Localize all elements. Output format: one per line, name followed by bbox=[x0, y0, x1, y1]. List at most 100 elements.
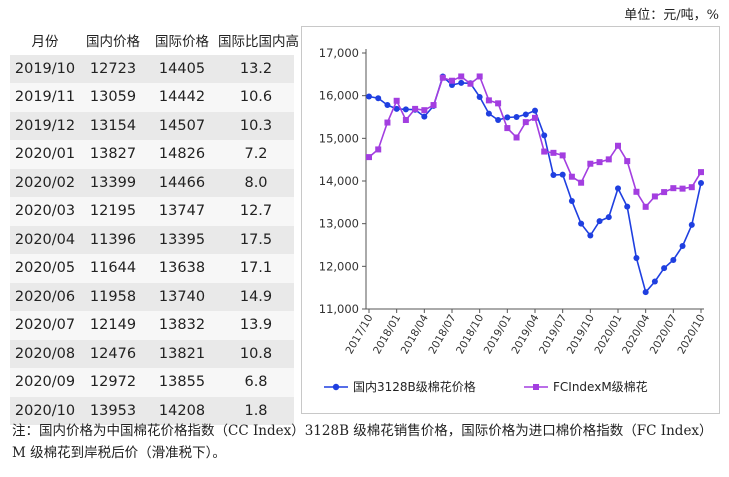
cell-domestic-price: 11396 bbox=[80, 225, 146, 254]
data-point bbox=[532, 114, 538, 121]
data-point bbox=[568, 198, 575, 205]
table-row: 2020/04 11396 13395 17.5 bbox=[10, 225, 294, 254]
cell-month: 2020/02 bbox=[10, 168, 80, 197]
cell-international-price: 14826 bbox=[146, 140, 218, 169]
data-point bbox=[624, 158, 631, 165]
y-tick-label: 14,000 bbox=[319, 174, 359, 188]
cell-month: 2020/05 bbox=[10, 254, 80, 283]
data-point bbox=[568, 173, 575, 180]
cell-gap-pct: 6.8 bbox=[218, 368, 294, 397]
data-point bbox=[679, 243, 686, 250]
y-tick-label: 15,000 bbox=[319, 131, 359, 145]
cell-gap-pct: 10.6 bbox=[218, 83, 294, 112]
cell-domestic-price: 13827 bbox=[80, 140, 146, 169]
data-point bbox=[605, 156, 612, 163]
data-point bbox=[393, 97, 400, 104]
data-point bbox=[402, 116, 409, 123]
data-point bbox=[430, 102, 437, 109]
y-tick-label: 11,000 bbox=[319, 302, 359, 316]
data-point bbox=[366, 93, 372, 100]
cell-domestic-price: 12195 bbox=[80, 197, 146, 226]
cell-month: 2020/04 bbox=[10, 225, 80, 254]
data-point bbox=[375, 95, 382, 102]
data-point bbox=[522, 111, 529, 118]
cell-month: 2020/01 bbox=[10, 140, 80, 169]
chart-panel: 11,000 12,000 13,000 14,000 15,000 16,000 17,0… bbox=[301, 26, 720, 414]
data-point bbox=[476, 73, 483, 80]
cell-gap-pct: 10.3 bbox=[218, 111, 294, 140]
cell-gap-pct: 1.8 bbox=[218, 396, 294, 425]
cell-international-price: 14208 bbox=[146, 396, 218, 425]
series-line bbox=[368, 75, 702, 209]
data-point bbox=[476, 93, 483, 100]
data-point bbox=[458, 79, 465, 86]
cell-international-price: 13395 bbox=[146, 225, 218, 254]
cell-month: 2019/10 bbox=[10, 54, 80, 83]
table-row: 2019/10 12723 14405 13.2 bbox=[10, 54, 294, 83]
data-point bbox=[578, 179, 585, 186]
data-point bbox=[504, 114, 511, 121]
data-point bbox=[670, 256, 677, 263]
data-point bbox=[679, 185, 686, 192]
data-point bbox=[439, 74, 446, 81]
table-row: 2020/01 13827 14826 7.2 bbox=[10, 140, 294, 169]
data-point bbox=[587, 232, 594, 239]
footnote: 注：国内价格为中国棉花价格指数（CC Index）3128B 级棉花销售价格，国… bbox=[12, 423, 713, 461]
table-row: 2020/09 12972 13855 6.8 bbox=[10, 368, 294, 397]
data-point bbox=[495, 100, 502, 107]
cell-gap-pct: 10.8 bbox=[218, 339, 294, 368]
cell-international-price: 13747 bbox=[146, 197, 218, 226]
header-domestic-price: 国内价格 bbox=[86, 34, 140, 51]
cell-month: 2020/06 bbox=[10, 282, 80, 311]
cell-gap-pct: 17.5 bbox=[218, 225, 294, 254]
cell-month: 2020/09 bbox=[10, 368, 80, 397]
legend-marker bbox=[533, 384, 539, 390]
cell-gap-pct: 8.0 bbox=[218, 168, 294, 197]
data-point bbox=[615, 185, 621, 192]
data-point bbox=[504, 125, 511, 132]
table-row: 2020/08 12476 13821 10.8 bbox=[10, 339, 294, 368]
data-point bbox=[375, 146, 382, 153]
cell-domestic-price: 13953 bbox=[80, 396, 146, 425]
table-row: 2020/10 13953 14208 1.8 bbox=[10, 396, 294, 425]
cell-gap-pct: 12.7 bbox=[218, 197, 294, 226]
data-point bbox=[384, 102, 391, 109]
cell-gap-pct: 14.9 bbox=[218, 282, 294, 311]
table-header: 月份 国内价格 国际价格 国际比国内高 bbox=[10, 26, 300, 55]
table-row: 2020/07 12149 13832 13.9 bbox=[10, 311, 294, 340]
table-row: 2020/05 11644 13638 17.1 bbox=[10, 254, 294, 283]
table-row: 2020/02 13399 14466 8.0 bbox=[10, 168, 294, 197]
data-point bbox=[522, 119, 529, 126]
data-point bbox=[485, 97, 492, 104]
cell-month: 2020/10 bbox=[10, 396, 80, 425]
cell-international-price: 14442 bbox=[146, 83, 218, 112]
data-point bbox=[698, 169, 704, 176]
data-point bbox=[651, 278, 658, 285]
cell-international-price: 14507 bbox=[146, 111, 218, 140]
legend-marker bbox=[332, 383, 340, 391]
price-line-chart: 11,000 12,000 13,000 14,000 15,000 16,000 17,0… bbox=[319, 46, 708, 394]
cell-international-price: 14405 bbox=[146, 54, 218, 83]
header-international-price: 国际价格 bbox=[155, 34, 209, 51]
cell-gap-pct: 17.1 bbox=[218, 254, 294, 283]
cell-domestic-price: 11958 bbox=[80, 282, 146, 311]
data-point bbox=[412, 105, 419, 112]
data-point bbox=[698, 180, 704, 187]
data-point bbox=[458, 73, 465, 80]
y-axis: 11,000 12,000 13,000 14,000 15,000 16,000 17,0… bbox=[319, 46, 367, 316]
legend-item: FCIndexM级棉花 bbox=[524, 379, 648, 394]
legend-item: 国内3128B级棉花价格 bbox=[324, 379, 476, 394]
cell-domestic-price: 13399 bbox=[80, 168, 146, 197]
x-tick-label: 2020/10 bbox=[675, 313, 707, 357]
cell-gap-pct: 13.9 bbox=[218, 311, 294, 340]
cell-international-price: 13740 bbox=[146, 282, 218, 311]
cell-domestic-price: 12723 bbox=[80, 54, 146, 83]
table-header-row: 月份 国内价格 国际价格 国际比国内高 bbox=[10, 26, 300, 55]
header-month: 月份 bbox=[31, 34, 59, 51]
legend-label: 国内3128B级棉花价格 bbox=[353, 379, 476, 394]
cell-international-price: 13832 bbox=[146, 311, 218, 340]
y-tick-label: 13,000 bbox=[319, 217, 359, 231]
data-point bbox=[559, 171, 566, 178]
data-point bbox=[541, 132, 548, 139]
price-table: 月份 国内价格 国际价格 国际比国内高 2019/10 12723 14405 13.… bbox=[10, 26, 300, 425]
